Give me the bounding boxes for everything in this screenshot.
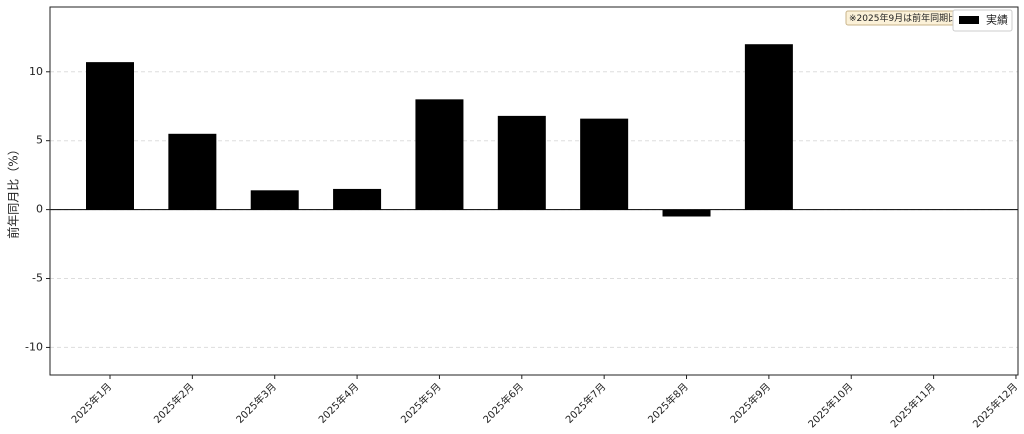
bar <box>744 44 793 210</box>
x-tick-label: 2025年2月 <box>151 380 197 426</box>
x-tick-label: 2025年12月 <box>970 380 1020 430</box>
legend-swatch <box>959 16 979 24</box>
bar <box>86 62 134 210</box>
bar <box>415 99 464 210</box>
y-tick-label: 10 <box>29 65 43 78</box>
x-tick-label: 2025年7月 <box>563 380 609 426</box>
bar <box>168 133 217 210</box>
y-tick-label: -10 <box>25 340 43 353</box>
bar <box>580 118 629 210</box>
bar <box>497 115 546 210</box>
x-tick-label: 2025年5月 <box>398 380 444 426</box>
x-tick-label: 2025年4月 <box>315 380 361 426</box>
x-tick-label: 2025年6月 <box>480 380 526 426</box>
y-axis-label: 前年同月比（%） <box>6 143 21 238</box>
x-tick-label: 2025年1月 <box>68 380 114 426</box>
x-tick-label: 2025年10月 <box>805 380 855 430</box>
x-tick-label: 2025年8月 <box>645 380 691 426</box>
bar <box>662 209 711 217</box>
x-tick-label: 2025年3月 <box>233 380 279 426</box>
x-tick-label: 2025年9月 <box>727 380 773 426</box>
legend-box <box>952 9 1013 32</box>
annotation: ※2025年9月は前年同期比+ <box>849 12 965 24</box>
y-tick-label: 0 <box>36 203 43 216</box>
plot-frame <box>49 6 1019 376</box>
y-tick-label: -5 <box>32 272 43 285</box>
x-tick-label: 2025年11月 <box>888 380 938 430</box>
y-tick-label: 5 <box>36 134 43 147</box>
legend-label: 実績 <box>986 13 1008 27</box>
bar <box>333 188 382 210</box>
bar <box>250 190 299 210</box>
